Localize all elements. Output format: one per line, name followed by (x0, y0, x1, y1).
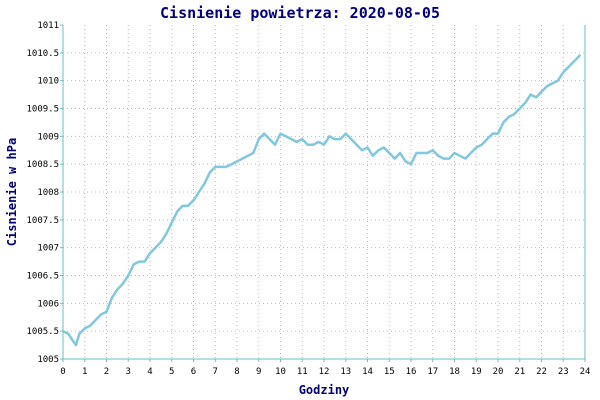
axes (60, 24, 586, 362)
y-tick-label: 1008.5 (26, 160, 59, 170)
x-tick-label: 13 (340, 367, 351, 377)
y-tick-label: 1007.5 (26, 216, 59, 226)
x-tick-label: 2 (104, 367, 109, 377)
y-tick-label: 1007 (37, 244, 59, 254)
y-tick-label: 1010.5 (26, 49, 59, 59)
pressure-series-line (61, 54, 581, 347)
y-tick-label: 1006 (37, 299, 59, 309)
grid-lines (63, 25, 585, 359)
y-tick-label: 1005.5 (26, 327, 59, 337)
x-tick-label: 23 (558, 367, 569, 377)
x-tick-label: 14 (362, 367, 373, 377)
x-tick-label: 6 (191, 367, 196, 377)
x-tick-label: 21 (514, 367, 525, 377)
x-tick-label: 18 (449, 367, 460, 377)
chart-title: Cisnienie powietrza: 2020-08-05 (160, 4, 440, 22)
x-axis-title: Godziny (299, 383, 350, 397)
y-tick-label: 1010 (37, 77, 59, 87)
x-tick-label: 9 (256, 367, 261, 377)
y-axis-title: Cisnienie w hPa (5, 138, 19, 246)
x-tick-label: 3 (126, 367, 131, 377)
x-tick-label: 12 (319, 367, 330, 377)
y-tick-label: 1009.5 (26, 105, 59, 115)
x-tick-label: 5 (169, 367, 174, 377)
x-tick-label: 0 (60, 367, 65, 377)
x-tick-label: 8 (234, 367, 239, 377)
x-tick-label: 17 (427, 367, 438, 377)
y-tick-labels: 1005 1005.5 1006 1006.5 1007 1007.5 1008 1008.5… (26, 21, 59, 365)
x-tick-labels: 0 1 2 3 4 5 6 7 8 9 10 11 12 13 14 15 16 17 18 19 20 21 22 23 24 (60, 367, 590, 377)
x-tick-label: 7 (213, 367, 218, 377)
x-tick-label: 20 (493, 367, 504, 377)
y-tick-label: 1009 (37, 132, 59, 142)
y-tick-label: 1008 (37, 188, 59, 198)
x-tick-label: 24 (580, 367, 591, 377)
x-tick-label: 11 (297, 367, 308, 377)
x-tick-label: 10 (275, 367, 286, 377)
x-tick-label: 4 (147, 367, 152, 377)
x-tick-label: 15 (384, 367, 395, 377)
y-tick-label: 1005 (37, 355, 59, 365)
y-tick-label: 1011 (37, 21, 59, 31)
x-tick-label: 22 (536, 367, 547, 377)
y-tick-label: 1006.5 (26, 272, 59, 282)
x-tick-label: 19 (471, 367, 482, 377)
x-tick-label: 16 (406, 367, 417, 377)
x-tick-label: 1 (82, 367, 87, 377)
